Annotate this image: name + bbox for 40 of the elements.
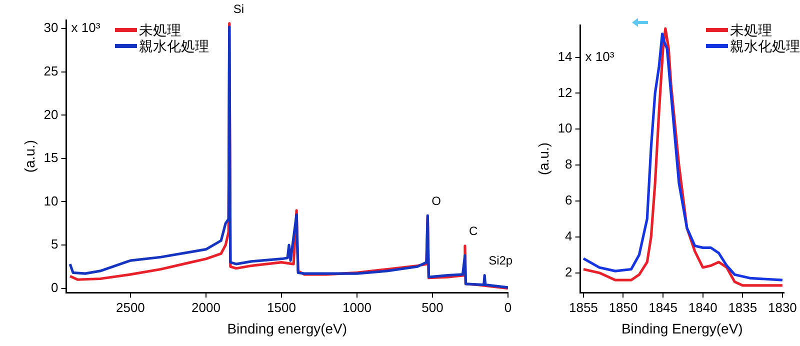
y-axis-title: (a.u.) <box>535 142 552 176</box>
legend-label: 親水化処理 <box>730 38 800 54</box>
x-tick-label: 1845 <box>648 300 678 315</box>
y-tick-label: 14 <box>558 48 572 64</box>
x-tick-label: 1835 <box>728 300 758 315</box>
y-tick-label: 12 <box>558 84 572 100</box>
x-tick-label: 0 <box>504 300 512 315</box>
y-tick-label: 20 <box>44 106 58 122</box>
x-tick-label: 2500 <box>116 300 145 315</box>
x-tick-label: 1500 <box>267 300 296 315</box>
y-tick-label: 15 <box>44 150 58 166</box>
y-axis-title: (a.u.) <box>21 140 38 173</box>
y-tick-label: 5 <box>51 236 58 252</box>
y-tick-label: 0 <box>51 280 58 295</box>
y-tick-label: 8 <box>565 156 572 172</box>
y-tick-label: 25 <box>44 64 58 78</box>
x-tick-label: 1855 <box>568 300 598 315</box>
annotation: Si2p <box>488 254 513 268</box>
x-tick-label: 2000 <box>191 300 220 315</box>
y-tick-label: 2 <box>565 264 572 280</box>
x-tick-label: 1000 <box>342 300 372 315</box>
annotation: O <box>432 194 441 208</box>
legend-label: 未処理 <box>139 22 181 38</box>
annotation: x 10³ <box>71 20 101 36</box>
x-axis-title: Binding Energy(eV) <box>621 320 743 336</box>
y-tick-label: 30 <box>44 20 58 36</box>
x-tick-label: 1840 <box>688 300 718 315</box>
legend-label: 未処理 <box>730 22 772 38</box>
x-tick-label: 1830 <box>768 300 797 315</box>
x-tick-label: 1850 <box>608 300 638 315</box>
y-tick-label: 10 <box>44 193 58 208</box>
legend-label: 親水化処理 <box>139 38 209 54</box>
y-tick-label: 10 <box>558 120 572 136</box>
y-tick-label: 6 <box>565 192 572 208</box>
x-axis-title: Binding energy(eV) <box>227 320 348 336</box>
annotation: Si <box>233 2 244 16</box>
annotation: x 10³ <box>585 48 615 64</box>
annotation: C <box>468 224 478 238</box>
x-tick-label: 500 <box>422 300 444 315</box>
y-tick-label: 4 <box>565 228 572 244</box>
